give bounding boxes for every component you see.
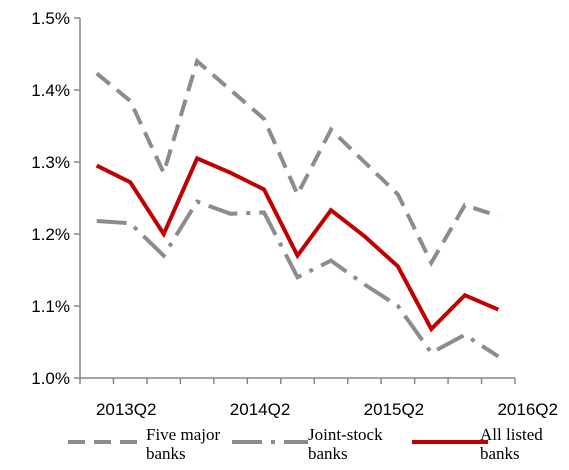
y-tick-label: 1.3%: [31, 153, 70, 172]
y-tick-label: 1.0%: [31, 369, 70, 388]
y-tick-label: 1.5%: [31, 9, 70, 28]
series-line-1: [96, 199, 500, 359]
legend-label-1: banks: [308, 444, 348, 463]
series-layer: [95, 57, 500, 359]
x-tick-label: 2015Q2: [364, 400, 425, 419]
legend-label-1: Joint-stock: [308, 425, 383, 444]
axes: 1.0% 1.1% 1.2% 1.3% 1.4% 1.5% 2013Q2 2014Q2 2015…: [31, 9, 558, 419]
legend-label-2: All listed: [480, 425, 543, 444]
y-tick-label: 1.4%: [31, 81, 70, 100]
x-tick-label: 2016Q2: [497, 400, 558, 419]
legend-label-0: Five major: [146, 425, 220, 444]
x-tick-label: 2013Q2: [96, 400, 157, 419]
legend-label-0: banks: [146, 444, 186, 463]
x-tick-label: 2014Q2: [230, 400, 291, 419]
y-tick-label: 1.2%: [31, 225, 70, 244]
y-tick-label: 1.1%: [31, 297, 70, 316]
series-line-2: [95, 155, 500, 333]
series-line-0: [95, 57, 499, 268]
legend-label-2: banks: [480, 444, 520, 463]
